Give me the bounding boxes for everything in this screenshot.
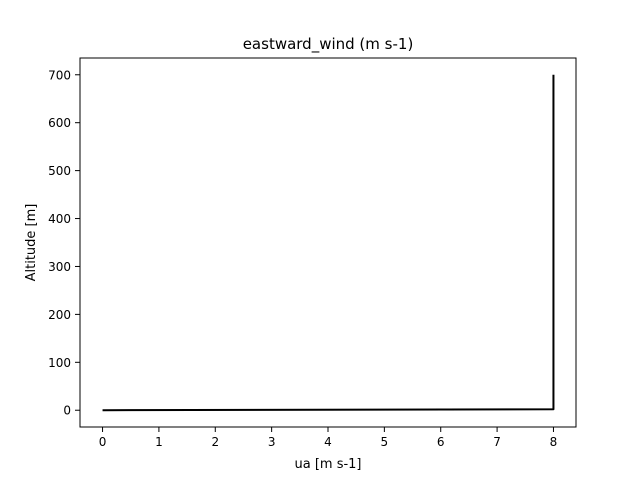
x-tick-label: 5 [381, 435, 389, 449]
x-tick-label: 7 [493, 435, 501, 449]
y-axis-label: Altitude [m] [24, 204, 39, 282]
x-tick-label: 2 [211, 435, 219, 449]
y-tick-label: 0 [63, 404, 71, 418]
x-tick-label: 4 [324, 435, 332, 449]
y-tick-label: 700 [48, 68, 71, 82]
y-tick-label: 300 [48, 260, 71, 274]
y-tick-label: 400 [48, 212, 71, 226]
axes-frame [79, 57, 577, 428]
x-tick-label: 0 [99, 435, 107, 449]
x-axis-label: ua [m s-1] [294, 457, 361, 472]
x-tick-label: 8 [550, 435, 558, 449]
series-line [102, 74, 555, 412]
x-tick-label: 3 [268, 435, 276, 449]
plot-layer [102, 74, 555, 412]
chart-title: eastward_wind (m s-1) [243, 35, 414, 54]
y-tick-label: 600 [48, 116, 71, 130]
tick-layer: 0 1 2 3 4 5 6 7 8 0 100 200 300 400 500 600 700 [48, 68, 557, 449]
y-tick-label: 200 [48, 308, 71, 322]
y-tick-label: 100 [48, 356, 71, 370]
x-tick-label: 1 [155, 435, 163, 449]
x-tick-label: 6 [437, 435, 445, 449]
y-tick-label: 500 [48, 164, 71, 178]
